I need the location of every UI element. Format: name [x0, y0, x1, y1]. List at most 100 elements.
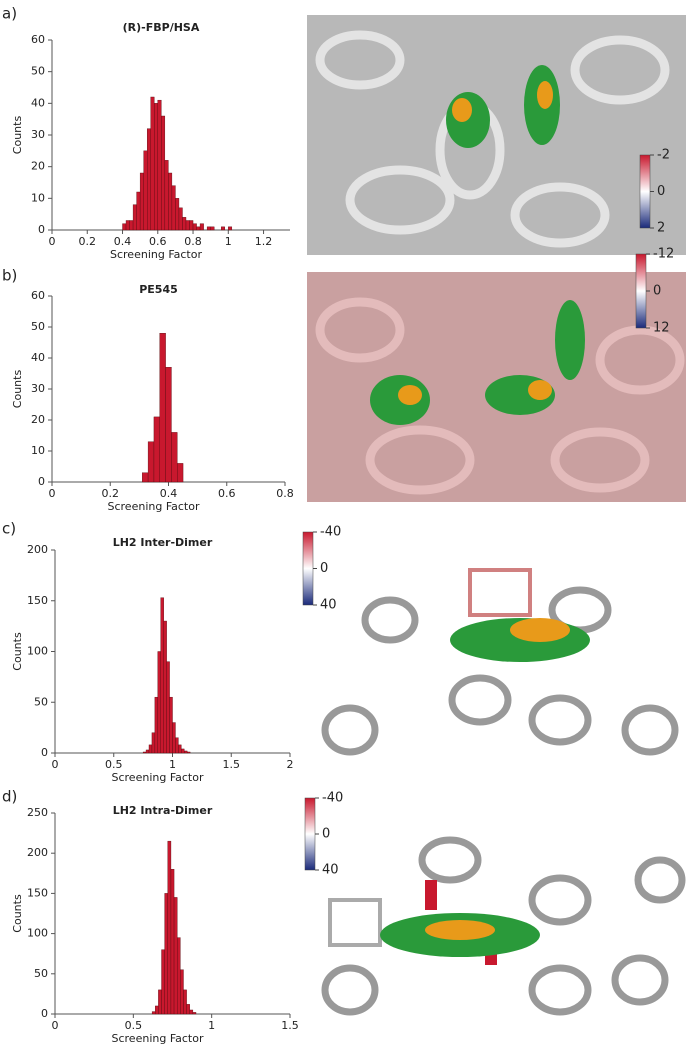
- histogram-bar: [142, 751, 147, 754]
- y-tick-label: 60: [31, 289, 45, 302]
- histogram-bar: [132, 204, 137, 231]
- histogram-bar: [173, 897, 178, 1015]
- x-tick-label: 1: [169, 758, 176, 771]
- histogram-bar: [150, 96, 155, 231]
- histogram-bar: [181, 748, 185, 754]
- histogram-bar: [182, 217, 187, 231]
- y-tick-label: 20: [31, 160, 45, 173]
- histogram-bar: [228, 226, 233, 231]
- chart-title: (R)-FBP/HSA: [123, 21, 200, 34]
- histogram-bar: [136, 191, 141, 231]
- y-axis-label: Counts: [11, 116, 24, 155]
- protein-image-a: [307, 15, 686, 255]
- histogram-bar: [146, 128, 151, 231]
- x-tick-label: 0.6: [218, 487, 236, 500]
- histogram-bar: [165, 367, 172, 483]
- y-tick-label: 40: [31, 96, 45, 109]
- histogram-bar: [192, 1012, 197, 1015]
- panel-label: a): [2, 5, 17, 23]
- y-axis-label: Counts: [11, 894, 24, 933]
- y-tick-label: 30: [31, 128, 45, 141]
- colorbar-tick-label: -12: [653, 247, 674, 262]
- histogram-bar: [157, 99, 162, 231]
- colorbar-tick-label: 12: [653, 321, 670, 336]
- colorbar-tick-label: 0: [653, 284, 661, 299]
- histogram-bar: [139, 172, 144, 231]
- colorbar: [639, 154, 651, 229]
- histogram-bar: [221, 226, 225, 231]
- y-tick-label: 50: [34, 967, 48, 980]
- histogram-bar: [171, 432, 178, 483]
- x-tick-label: 1.5: [223, 758, 241, 771]
- y-tick-label: 100: [27, 645, 48, 658]
- histogram-bar: [178, 207, 183, 231]
- y-tick-label: 40: [31, 351, 45, 364]
- x-axis-label: Screening Factor: [108, 500, 200, 513]
- x-tick-label: 2: [287, 758, 294, 771]
- panel-label: d): [2, 788, 17, 806]
- x-tick-label: 0: [52, 758, 59, 771]
- y-tick-label: 50: [31, 65, 45, 78]
- x-tick-label: 0.5: [125, 1019, 143, 1032]
- histogram-bar: [154, 696, 159, 754]
- histogram-bar: [169, 696, 173, 754]
- panel-label: c): [2, 520, 16, 538]
- chart-title: LH2 Inter-Dimer: [113, 536, 213, 549]
- histogram-bar: [185, 220, 190, 231]
- y-axis-label: Counts: [11, 632, 24, 671]
- histogram-bar: [145, 749, 150, 754]
- colorbar: [304, 797, 316, 871]
- y-tick-label: 0: [38, 223, 45, 236]
- y-tick-label: 60: [31, 33, 45, 46]
- histogram-bar: [192, 223, 197, 231]
- x-tick-label: 1.5: [281, 1019, 299, 1032]
- histogram-bar: [186, 751, 191, 754]
- histogram-bar: [164, 160, 169, 231]
- histogram-bar: [154, 103, 158, 231]
- y-tick-label: 250: [27, 806, 48, 819]
- chart-title: PE545: [139, 283, 178, 296]
- y-tick-label: 150: [27, 886, 48, 899]
- x-axis-label: Screening Factor: [112, 771, 204, 784]
- colorbar: [635, 253, 647, 329]
- colorbar-tick-label: 2: [657, 221, 665, 236]
- histogram-bar: [163, 620, 167, 754]
- histogram-bar: [143, 150, 148, 231]
- histogram-bar: [167, 840, 172, 1015]
- histogram-bar: [151, 1011, 156, 1015]
- x-tick-label: 0: [52, 1019, 59, 1032]
- x-tick-label: 1: [208, 1019, 215, 1032]
- histogram-bar: [125, 220, 130, 231]
- y-tick-label: 200: [27, 543, 48, 556]
- y-tick-label: 50: [31, 320, 45, 333]
- colorbar-tick-label: 0: [322, 827, 330, 842]
- x-tick-label: 0: [49, 235, 56, 248]
- histogram-bar: [175, 198, 180, 231]
- histogram-bar: [160, 597, 164, 754]
- colorbar-tick-label: 40: [320, 598, 337, 613]
- protein-image-c: [300, 530, 686, 770]
- x-tick-label: 0.4: [160, 487, 178, 500]
- x-axis-label: Screening Factor: [110, 248, 202, 261]
- colorbar: [302, 531, 314, 606]
- histogram-bar: [153, 416, 160, 483]
- histogram-bar: [178, 744, 182, 754]
- y-tick-label: 150: [27, 594, 48, 607]
- histogram-bar: [122, 223, 127, 231]
- histogram-bar: [186, 1004, 190, 1015]
- x-axis-label: Screening Factor: [112, 1032, 204, 1045]
- x-tick-label: 0.5: [105, 758, 123, 771]
- x-tick-label: 0.8: [276, 487, 294, 500]
- histogram-bar: [148, 744, 153, 754]
- y-tick-label: 100: [27, 927, 48, 940]
- histogram-bar: [161, 949, 165, 1015]
- histogram-bar: [161, 115, 166, 231]
- x-tick-label: 0.8: [184, 235, 202, 248]
- y-tick-label: 0: [41, 746, 48, 759]
- panel-label: b): [2, 267, 17, 285]
- histogram-bar: [177, 463, 184, 483]
- protein-image-b: [307, 272, 686, 502]
- histogram-bar: [176, 937, 181, 1015]
- chart-title: LH2 Intra-Dimer: [113, 804, 213, 817]
